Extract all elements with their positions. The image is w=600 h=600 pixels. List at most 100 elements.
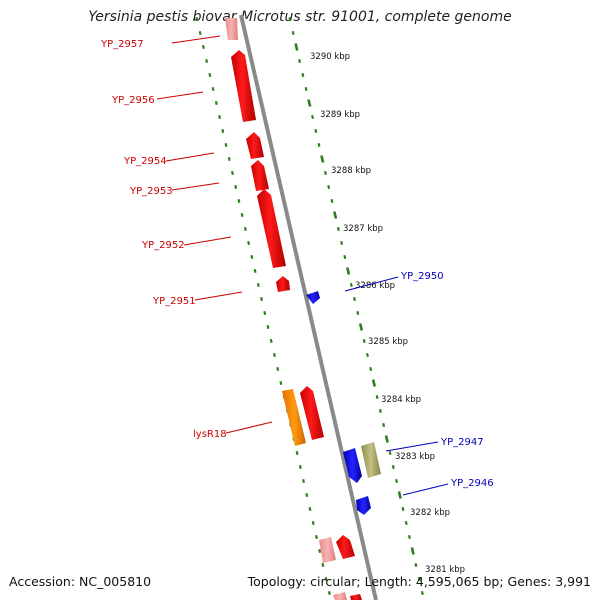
tick-dash — [391, 465, 395, 469]
tick-dash — [279, 381, 283, 385]
gene-red-lower[interactable] — [336, 535, 355, 559]
tick-dash — [378, 409, 382, 413]
accession-text: Accession: NC_005810 — [9, 574, 152, 589]
tick-dash — [369, 367, 373, 371]
tick-dash — [314, 535, 318, 539]
gene-yp-2953[interactable] — [251, 160, 269, 191]
tick-dash — [218, 115, 222, 119]
label-yp-2952[interactable]: YP_2952 — [141, 240, 185, 251]
gene-yp-2947[interactable] — [361, 442, 381, 478]
tick-dash — [384, 435, 389, 443]
tick-dash — [295, 451, 299, 455]
tick-dash — [397, 491, 402, 499]
tick-dash — [362, 339, 366, 343]
label-yp-2946[interactable]: YP_2946 — [450, 478, 494, 489]
tick-dash — [237, 199, 241, 203]
tick-dash — [230, 171, 234, 175]
gene-bottom-pink[interactable] — [333, 592, 347, 600]
gene-yp-2956[interactable] — [231, 50, 256, 122]
scale-label: 3282 kbp — [410, 508, 450, 518]
label-yp-2947[interactable]: YP_2947 — [440, 437, 484, 448]
tick-dash — [305, 493, 309, 497]
tick-dash — [407, 535, 411, 539]
scale-labels: 3290 kbp 3289 kbp 3288 kbp 3287 kbp 3286… — [310, 52, 465, 575]
tick-dash — [333, 211, 338, 219]
tick-dash — [260, 297, 264, 301]
scale-label: 3281 kbp — [425, 565, 465, 575]
tick-rings — [195, 17, 424, 595]
tick-dash — [205, 59, 209, 63]
scale-label: 3286 kbp — [355, 281, 395, 291]
scale-label: 3283 kbp — [395, 452, 435, 462]
tick-dash — [311, 115, 315, 119]
label-yp-2950[interactable]: YP_2950 — [400, 271, 444, 282]
tick-dash — [375, 395, 379, 399]
tick-dash — [318, 549, 322, 553]
tick-dash — [227, 157, 231, 161]
tick-dash — [298, 465, 302, 469]
tick-dash — [371, 379, 376, 387]
tick-dash — [214, 101, 218, 105]
tick-dash — [276, 367, 280, 371]
tick-dash — [401, 507, 405, 511]
gene-lysr18[interactable] — [282, 389, 306, 446]
genome-backbone — [239, 14, 378, 600]
gene-yp-2948[interactable] — [343, 448, 362, 483]
tick-dash — [321, 563, 325, 567]
tick-dash — [353, 297, 357, 301]
tick-dash — [314, 129, 318, 133]
tick-dash — [410, 547, 415, 555]
label-yp-2956[interactable]: YP_2956 — [111, 95, 155, 106]
tick-dash — [294, 43, 299, 51]
gene-lysr-neighbor[interactable] — [300, 386, 324, 440]
tick-dash — [404, 521, 408, 525]
tick-dash — [346, 267, 351, 275]
label-yp-2953[interactable]: YP_2953 — [129, 186, 173, 197]
tick-dash — [253, 269, 257, 273]
tick-dash — [247, 241, 251, 245]
tick-dash — [356, 311, 360, 315]
tick-dash — [336, 227, 340, 231]
tick-dash — [224, 143, 228, 147]
map-title: Yersinia pestis biovar Microtus str. 910… — [88, 9, 512, 25]
gene-yp-2952[interactable] — [257, 189, 286, 268]
gene-yp-2950[interactable] — [306, 291, 320, 304]
tick-dash — [324, 577, 328, 581]
label-yp-2951[interactable]: YP_2951 — [152, 296, 196, 307]
tick-dash — [365, 353, 369, 357]
tick-dash — [343, 255, 347, 259]
gene-yp-2946[interactable] — [356, 496, 371, 515]
reverse-gene-labels: YP_2950 YP_2947 YP_2946 — [344, 271, 494, 496]
tick-dash — [211, 87, 215, 91]
scale-label: 3285 kbp — [368, 337, 408, 347]
tick-dash — [250, 255, 254, 259]
gene-yp-2954[interactable] — [246, 132, 264, 159]
gene-pink-lower[interactable] — [319, 537, 336, 563]
label-yp-2957[interactable]: YP_2957 — [100, 39, 144, 50]
tick-dash — [240, 213, 244, 217]
tick-dash — [311, 521, 315, 525]
tick-dash — [358, 323, 364, 331]
tick-dash — [307, 99, 312, 107]
tick-dash — [417, 577, 421, 581]
scale-label: 3287 kbp — [343, 224, 383, 234]
scale-label: 3288 kbp — [331, 166, 371, 176]
tick-dash — [256, 283, 260, 287]
tick-dash — [382, 423, 386, 427]
tick-dash — [269, 339, 273, 343]
gene-yp-2951[interactable] — [276, 276, 290, 292]
gene-bottom-red[interactable] — [350, 594, 362, 600]
scale-label: 3289 kbp — [320, 110, 360, 120]
tick-dash — [272, 353, 276, 357]
tick-dash — [414, 563, 418, 567]
tick-dash — [340, 241, 344, 245]
label-yp-2954[interactable]: YP_2954 — [123, 156, 167, 167]
gene-track — [225, 18, 381, 600]
tick-dash — [291, 31, 295, 35]
tick-dash — [320, 155, 325, 163]
gene-yp-2957[interactable] — [225, 18, 238, 40]
topology-text: Topology: circular; Length: 4,595,065 bp… — [247, 574, 591, 589]
label-lysr18[interactable]: lysR18 — [193, 429, 227, 440]
scale-label: 3290 kbp — [310, 52, 350, 62]
